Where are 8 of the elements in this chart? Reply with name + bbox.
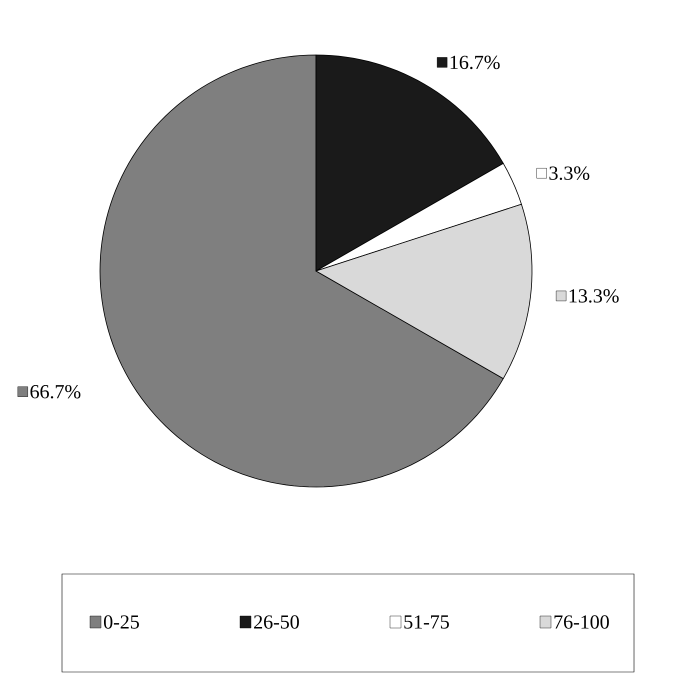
data-label: 3.3% bbox=[549, 166, 590, 180]
data-label: 13.3% bbox=[570, 289, 619, 303]
legend-label: 26-50 bbox=[254, 615, 299, 629]
legend-label: 76-100 bbox=[554, 615, 609, 629]
data-label: 66.7% bbox=[30, 384, 80, 398]
legend-label: 0-25 bbox=[104, 615, 139, 629]
data-label: 16.7% bbox=[450, 56, 500, 70]
legend-label: 51-75 bbox=[404, 615, 449, 629]
